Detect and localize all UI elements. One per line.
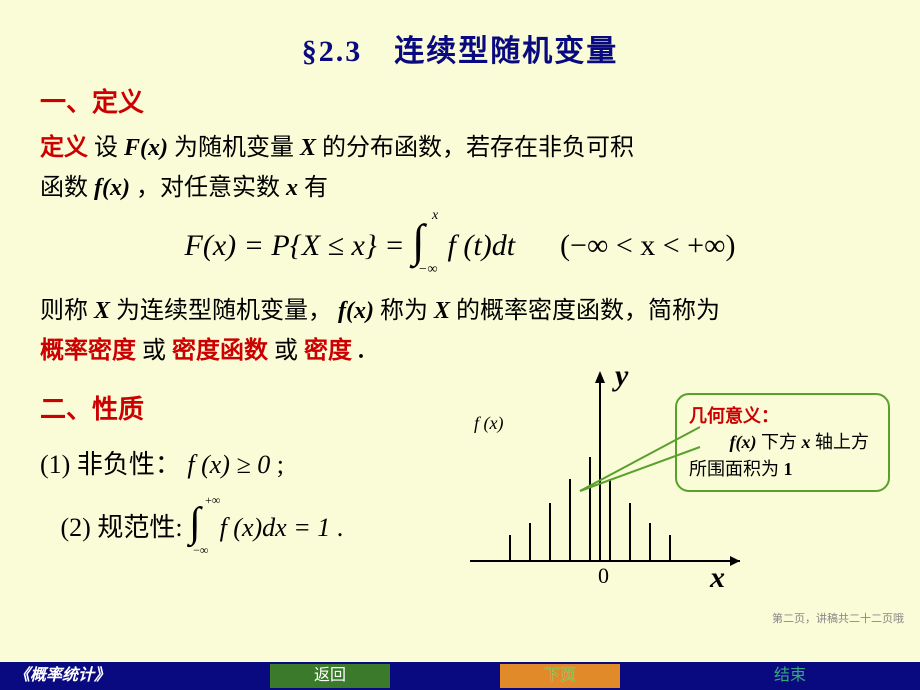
- f-of-x: f(x): [338, 298, 374, 324]
- def-text: 有: [304, 175, 328, 201]
- geometric-meaning-callout: 几何意义： f(x) 下方 x 轴上方所围面积为 1: [675, 393, 890, 491]
- integral-sign-icon: ∫: [412, 214, 425, 267]
- axis-x-label: x: [710, 561, 725, 595]
- def-text: 设: [94, 135, 118, 161]
- book-title: 《概率统计》: [0, 664, 200, 688]
- prop2-num: (2): [61, 513, 98, 542]
- section-properties-heading: 二、性质: [40, 389, 440, 426]
- prop1-label: 非负性：: [77, 450, 181, 479]
- term-prob-density: 概率密度: [40, 338, 136, 364]
- def-text: ，对任意实数: [136, 175, 280, 201]
- back-button[interactable]: 返回: [270, 664, 390, 688]
- chart-col: y f (x) 0 x 几何意义： f(x) 下方 x 轴上方所围面积为 1: [440, 371, 880, 557]
- slide: §2.3 连续型随机变量 一、定义 定义 设 F(x) 为随机变量 X 的分布函…: [0, 0, 920, 660]
- properties-row: 二、性质 (1) 非负性： f (x) ≥ 0 ; (2) 规范性: ∫ +∞ …: [40, 371, 880, 557]
- definition-formula: F(x) = P{X ≤ x} = ∫ x −∞ f (t)dt (−∞ < x…: [40, 220, 880, 276]
- prop2-upper: +∞: [205, 493, 220, 508]
- properties-col: 二、性质 (1) 非负性： f (x) ≥ 0 ; (2) 规范性: ∫ +∞ …: [40, 371, 440, 557]
- slide-title: §2.3 连续型随机变量: [40, 26, 880, 70]
- callout-x: x: [801, 432, 810, 452]
- or-text: 或: [274, 338, 298, 364]
- f-of-x: f(x): [94, 175, 130, 201]
- prop1-num: (1): [40, 450, 70, 479]
- integral-upper: x: [432, 208, 438, 224]
- prop2-lower: −∞: [193, 543, 208, 558]
- prop2-end: .: [337, 513, 344, 542]
- def-text: 为随机变量: [174, 135, 294, 161]
- conclusion-text: 称为: [380, 298, 428, 324]
- x-var: x: [286, 175, 298, 201]
- def-text: 的分布函数，若存在非负可积: [322, 135, 634, 161]
- conclusion-text: 的概率密度函数，简称为: [456, 298, 720, 324]
- formula-integrand: f (t)dt: [448, 229, 516, 262]
- or-text: 或: [142, 338, 166, 364]
- term-density-fn: 密度函数: [172, 338, 268, 364]
- page-note: 第二页，讲稿共二十二页哦: [772, 610, 904, 626]
- next-button[interactable]: 下页: [500, 664, 620, 688]
- integral-lower: −∞: [418, 262, 437, 278]
- prop2-colon: :: [175, 513, 182, 542]
- definition-paragraph: 定义 设 F(x) 为随机变量 X 的分布函数，若存在非负可积 函数 f(x) …: [40, 129, 880, 208]
- F-of-x: F(x): [124, 135, 168, 161]
- definition-label: 定义: [40, 135, 88, 161]
- formula-equals: =: [384, 229, 412, 262]
- period: .: [358, 338, 364, 364]
- origin-label: 0: [598, 563, 609, 589]
- conclusion-text: 为连续型随机变量，: [116, 298, 332, 324]
- formula-lhs: F(x) = P{X ≤ x}: [185, 229, 377, 262]
- formula-domain: (−∞ < x < +∞): [560, 229, 735, 262]
- conclusion-text: 则称: [40, 298, 88, 324]
- X-var: X: [94, 298, 110, 324]
- property-2: (2) 规范性: ∫ +∞ −∞ f (x)dx = 1 .: [40, 505, 440, 555]
- prop1-end: ;: [277, 450, 284, 479]
- X-var: X: [300, 135, 316, 161]
- callout-one: 1: [784, 459, 793, 479]
- callout-text: 下方: [761, 432, 797, 452]
- callout-fx: f(x): [730, 432, 757, 452]
- conclusion-paragraph: 则称 X 为连续型随机变量， f(x) 称为 X 的概率密度函数，简称为 概率密…: [40, 292, 880, 371]
- end-button[interactable]: 结束: [730, 664, 850, 688]
- fx-label: f (x): [474, 413, 503, 434]
- prop2-integrand: f (x)dx = 1: [220, 513, 331, 542]
- integral-sign-icon: ∫: [189, 499, 201, 547]
- axis-y-label: y: [615, 359, 628, 393]
- prop1-math: f (x) ≥ 0: [187, 450, 270, 479]
- term-density: 密度: [304, 338, 352, 364]
- section-definition-heading: 一、定义: [40, 82, 880, 119]
- footer-nav: 《概率统计》 返回 下页 结束: [0, 662, 920, 690]
- X-var: X: [434, 298, 450, 324]
- def-text: 函数: [40, 175, 88, 201]
- property-1: (1) 非负性： f (x) ≥ 0 ;: [40, 444, 440, 481]
- callout-title: 几何意义：: [689, 403, 878, 429]
- prop2-label: 规范性: [97, 513, 175, 542]
- callout-body: f(x) 下方 x 轴上方所围面积为 1: [689, 429, 878, 481]
